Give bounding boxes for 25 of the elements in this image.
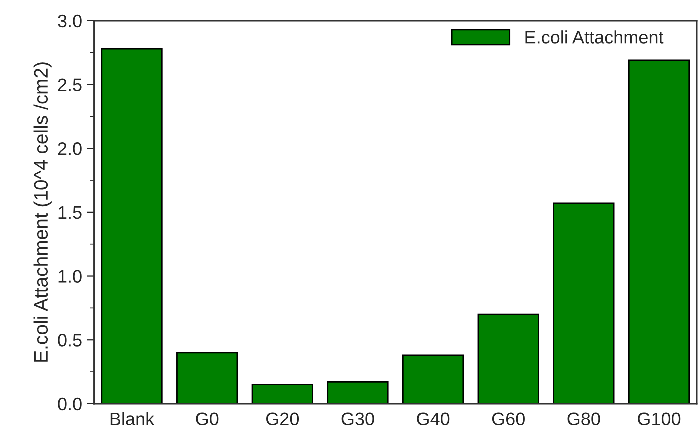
x-tick-label: G100: [638, 412, 681, 426]
x-tick-label: G30: [342, 412, 374, 426]
y-tick-label: 3.0: [58, 14, 82, 28]
x-tick-label: Blank: [110, 412, 155, 426]
bar: [176, 352, 238, 404]
legend-label: E.coli Attachment: [526, 30, 664, 44]
x-tick-label: G60: [492, 412, 525, 426]
y-axis-title: E.coli Attachment (10^4 cells /cm2): [34, 62, 52, 362]
x-tick-label: G0: [196, 412, 219, 426]
bar: [252, 384, 314, 404]
bar: [402, 354, 464, 404]
y-tick-label: 0.0: [58, 398, 82, 411]
bar: [478, 314, 540, 404]
bar: [327, 382, 389, 404]
x-tick-label: G40: [417, 412, 450, 426]
y-tick-label: 2.0: [58, 142, 82, 156]
bar: [101, 48, 163, 404]
x-tick-label: G80: [568, 412, 600, 426]
y-tick-label: 0.5: [58, 334, 82, 347]
bar: [628, 60, 690, 404]
y-tick-label: 1.5: [58, 206, 82, 220]
y-tick-label: 1.0: [58, 270, 82, 283]
bar: [553, 202, 615, 404]
x-tick-label: G20: [266, 412, 300, 426]
y-tick-label: 2.5: [58, 78, 82, 92]
